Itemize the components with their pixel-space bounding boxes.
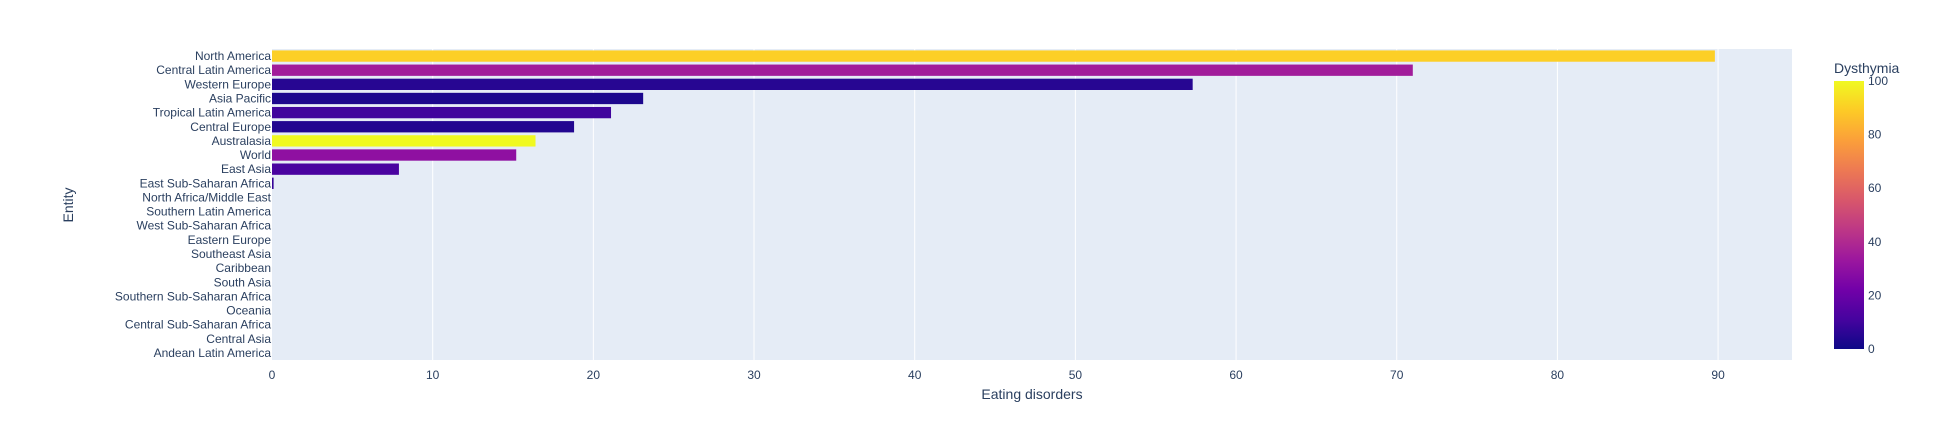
x-tick-label: 30	[747, 368, 761, 382]
y-tick-label: Asia Pacific	[209, 91, 271, 105]
x-tick-label: 50	[1069, 368, 1083, 382]
colorbar-tick-label: 0	[1868, 342, 1875, 356]
x-tick-label: 0	[269, 368, 276, 382]
y-tick-label: Eastern Europe	[188, 233, 272, 247]
bar	[272, 64, 1413, 76]
y-tick-label: Western Europe	[185, 77, 272, 91]
y-tick-label: Australasia	[212, 134, 272, 148]
colorbar-strip	[1834, 81, 1864, 349]
y-tick-label: Central Sub-Saharan Africa	[125, 318, 271, 332]
bar	[272, 149, 517, 161]
colorbar-tick-label: 80	[1868, 128, 1882, 142]
y-axis-title: Entity	[60, 187, 76, 222]
y-tick-label: Andean Latin America	[154, 346, 272, 360]
y-tick-label: North America	[195, 49, 271, 63]
y-tick-label: East Sub-Saharan Africa	[140, 176, 272, 190]
y-tick-label: East Asia	[221, 162, 271, 176]
x-tick-label: 60	[1229, 368, 1243, 382]
y-tick-label: Central Asia	[206, 332, 271, 346]
y-tick-label: Oceania	[226, 304, 271, 318]
colorbar-tick-labels: 0 20 40 60 80 100	[1868, 74, 1888, 356]
x-tick-labels: 0 10 20 30 40 50 60 70 80 90	[269, 368, 1725, 382]
y-tick-label: World	[240, 148, 271, 162]
bar	[272, 78, 1193, 90]
x-tick-label: 70	[1390, 368, 1404, 382]
colorbar-title: Dysthymia	[1834, 60, 1900, 76]
y-tick-label: Central Europe	[190, 120, 271, 134]
x-tick-label: 20	[587, 368, 601, 382]
y-tick-label: Tropical Latin America	[153, 106, 272, 120]
x-tick-label: 90	[1711, 368, 1725, 382]
colorbar: Dysthymia 0 20 40 60 80 100	[1834, 60, 1900, 356]
y-tick-label: Southern Sub-Saharan Africa	[115, 289, 271, 303]
x-tick-label: 40	[908, 368, 922, 382]
y-tick-label: South Asia	[214, 275, 272, 289]
colorbar-tick-label: 20	[1868, 288, 1882, 302]
y-tick-label: Central Latin America	[156, 63, 271, 77]
y-tick-label: Caribbean	[216, 261, 271, 275]
x-axis-title: Eating disorders	[981, 386, 1082, 402]
y-tick-label: Southeast Asia	[191, 247, 271, 261]
y-tick-label: Southern Latin America	[146, 205, 271, 219]
y-tick-label: North Africa/Middle East	[142, 190, 271, 204]
bar	[272, 92, 644, 105]
bars	[272, 50, 1715, 189]
colorbar-tick-label: 40	[1868, 235, 1882, 249]
bar	[272, 50, 1715, 62]
colorbar-tick-label: 60	[1868, 181, 1882, 195]
bar	[272, 135, 536, 147]
x-tick-label: 10	[426, 368, 440, 382]
bar	[272, 121, 575, 133]
y-tick-label: West Sub-Saharan Africa	[136, 219, 271, 233]
bar	[272, 163, 399, 175]
x-tick-label: 80	[1551, 368, 1565, 382]
bar	[272, 106, 612, 119]
colorbar-tick-label: 100	[1868, 74, 1888, 88]
bar	[272, 177, 274, 189]
